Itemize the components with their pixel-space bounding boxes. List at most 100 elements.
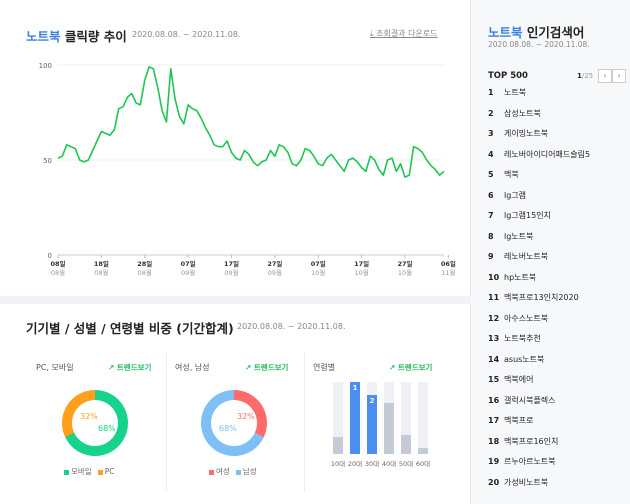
rank-number: 7 (488, 211, 494, 220)
age-bar (367, 394, 377, 454)
x-tick-month: 08월 (51, 268, 65, 277)
age-label: 50대 (398, 460, 414, 468)
rank-number: 4 (488, 149, 494, 159)
list-item[interactable]: 15 맥북에어 (488, 373, 590, 394)
list-item[interactable]: 13 노트북추천 (488, 332, 590, 353)
rank-number: 6 (488, 190, 494, 200)
sidebar-date: 2020.08.08. ~ 2020.11.08. (488, 40, 590, 49)
x-tick-month: 09월 (268, 268, 282, 277)
keyword-name: 레노버노트북 (504, 252, 549, 261)
rank-number: 9 (488, 252, 494, 261)
rank-number: 5 (488, 170, 494, 179)
gender-female-pct: 32% (237, 412, 255, 421)
device-trend-link[interactable]: ↗ 트렌드보기 (108, 363, 152, 372)
keyword-name: 맥북프로 (504, 416, 534, 425)
age-rank-label: 2 (369, 396, 375, 405)
keyword-name: 맥북프로13인치2020 (504, 293, 579, 302)
gender-trend-link[interactable]: ↗ 트렌드보기 (245, 363, 289, 372)
keyword-name: 노트북 (504, 88, 527, 97)
list-item[interactable]: 3 게이밍노트북 (488, 127, 590, 148)
list-item[interactable]: 4 레노버아이디어패드슬림5 (488, 148, 590, 169)
list-item[interactable]: 20 가성비노트북 (488, 476, 590, 497)
keyword-name: 삼성노트북 (504, 108, 541, 118)
rank-number: 2 (488, 108, 494, 118)
popular-keyword-list: 1 노트북 2 삼성노트북 3 게이밍노트북 4 레노버아이디어패드슬림5 5 맥북 6 lg그램 7 l… (488, 86, 590, 496)
age-card-title: 연령별 (313, 363, 336, 372)
list-item[interactable]: 16 갤럭시북플렉스 (488, 394, 590, 415)
x-tick-month: 09월 (181, 268, 195, 277)
click-trend-chart: 10050008일08월18일08월28일08월07일09월17일09월27일0… (39, 62, 456, 277)
keyword-name: lg노트북 (504, 231, 534, 241)
age-label: 20대 (347, 460, 363, 468)
gender-trend-label: 트렌드보기 (253, 363, 289, 372)
click-trend-date: 2020.08.08. ~ 2020.11.08. (132, 30, 241, 39)
y-tick-label: 100 (39, 62, 52, 70)
legend-swatch-mobile (64, 469, 69, 475)
device-pc-pct: 32% (80, 412, 98, 421)
x-tick-month: 09월 (224, 268, 238, 277)
list-item[interactable]: 18 맥북프로16인치 (488, 435, 590, 456)
x-tick-month: 08월 (138, 268, 152, 277)
list-item[interactable]: 1 노트북 (488, 86, 590, 107)
list-item[interactable]: 12 아수스노트북 (488, 312, 590, 333)
rank-number: 20 (488, 477, 500, 487)
device-donut (62, 390, 128, 456)
x-tick-day: 08일 (50, 259, 65, 268)
list-item[interactable]: 10 hp노트북 (488, 271, 590, 292)
keyword-name: asus노트북 (504, 354, 545, 364)
legend-female: 여성 (216, 467, 230, 476)
x-tick-month: 11월 (441, 268, 455, 277)
list-item[interactable]: 2 삼성노트북 (488, 107, 590, 128)
dist-title: 기기별 / 성별 / 연령별 비중 (기간합계) (26, 321, 234, 336)
prev-page-button[interactable]: ‹ (598, 69, 612, 83)
click-trend-title: 노트북 클릭량 추이 (26, 26, 127, 45)
sidebar-title: 노트북 인기검색어 (488, 22, 584, 41)
page-indicator: 1/25 (577, 72, 593, 80)
list-item[interactable]: 5 맥북 (488, 168, 590, 189)
age-label: 10대 (330, 460, 346, 468)
x-tick-day: 17일 (224, 259, 239, 268)
chevron-left-icon: ‹ (603, 71, 607, 80)
rank-number: 12 (488, 313, 500, 323)
age-bar (350, 382, 360, 454)
x-tick-month: 10월 (354, 268, 368, 277)
rank-number: 10 (488, 272, 500, 282)
gender-card-title: 여성, 남성 (175, 363, 210, 372)
list-item[interactable]: 19 르누아르노트북 (488, 455, 590, 476)
list-item[interactable]: 9 레노버노트북 (488, 250, 590, 271)
top-label: TOP 500 (488, 71, 528, 81)
click-trend-keyword: 노트북 (26, 29, 61, 44)
list-item[interactable]: 6 lg그램 (488, 189, 590, 210)
rank-number: 16 (488, 395, 500, 405)
keyword-name: lg그램15인치 (504, 211, 551, 220)
list-item[interactable]: 8 lg노트북 (488, 230, 590, 251)
list-item[interactable]: 11 맥북프로13인치2020 (488, 291, 590, 312)
keyword-name: 맥북에어 (504, 375, 534, 384)
x-tick-day: 06일 (441, 259, 456, 268)
list-item[interactable]: 17 맥북프로 (488, 414, 590, 435)
age-trend-label: 트렌드보기 (397, 363, 433, 372)
rank-number: 11 (488, 293, 500, 302)
next-page-button[interactable]: › (612, 69, 626, 83)
y-tick-label: 50 (43, 157, 52, 165)
rank-number: 13 (488, 334, 500, 343)
list-item[interactable]: 14 asus노트북 (488, 353, 590, 374)
x-tick-day: 17일 (354, 259, 369, 268)
download-link[interactable]: ⤓ 조회결과 다운로드 (370, 28, 438, 39)
keyword-name: 게이밍노트북 (504, 129, 549, 138)
rank-number: 3 (488, 129, 494, 138)
list-item[interactable]: 7 lg그램15인치 (488, 209, 590, 230)
gender-legend: 여성 남성 (203, 466, 257, 477)
y-tick-label: 0 (48, 252, 52, 260)
device-mobile-pct: 68% (98, 424, 116, 433)
keyword-name: 노트북추천 (504, 334, 541, 343)
legend-pc: PC (104, 467, 115, 476)
x-tick-month: 08월 (94, 268, 108, 277)
legend-mobile: 모바일 (71, 467, 92, 476)
rank-number: 18 (488, 436, 500, 446)
rank-number: 8 (488, 231, 494, 241)
age-bar (418, 448, 428, 454)
age-trend-link[interactable]: ↗ 트렌드보기 (389, 363, 433, 372)
legend-swatch-female (209, 469, 214, 475)
